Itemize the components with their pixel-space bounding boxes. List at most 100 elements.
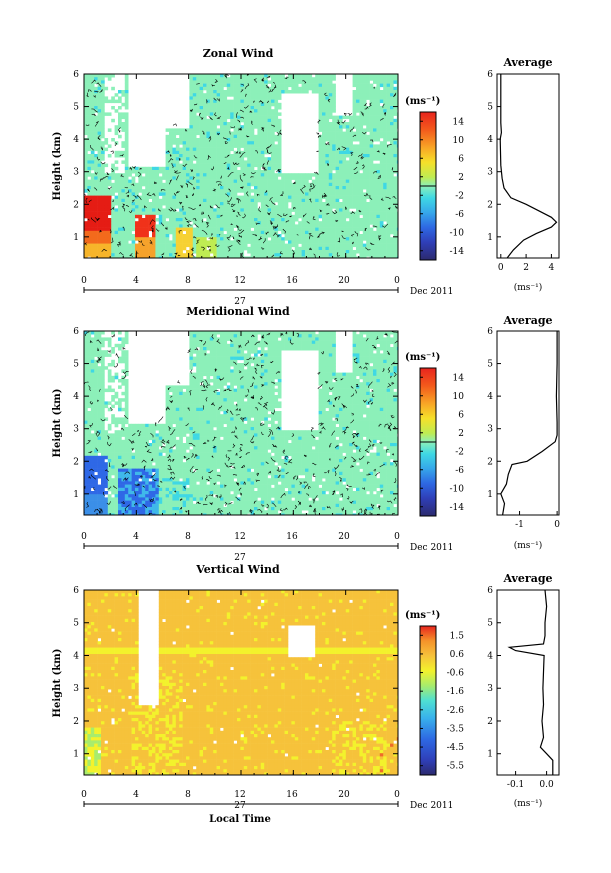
heatmap-cell [386, 182, 391, 187]
heatmap-cell [373, 150, 377, 155]
heatmap-cell [175, 138, 180, 142]
heatmap-cell [264, 173, 268, 177]
heatmap-cell [274, 166, 279, 171]
heatmap-cell [128, 195, 132, 200]
heatmap-cell [267, 234, 272, 238]
heatmap-cell [339, 150, 343, 155]
contour-line [325, 213, 330, 215]
heatmap-cell [345, 147, 350, 152]
heatmap-cell [124, 192, 129, 196]
heatmap-cell [220, 170, 224, 174]
heatmap-cell [369, 234, 374, 238]
heatmap-cell [393, 246, 398, 251]
heatmap-cell [271, 170, 275, 174]
heatmap-cell [94, 340, 98, 345]
heatmap-cell [138, 208, 143, 212]
heatmap-cell [315, 256, 319, 258]
heatmap-cell [390, 150, 394, 155]
heatmap-cell [342, 166, 347, 171]
heatmap-cell [97, 118, 102, 123]
heatmap-cell [366, 157, 370, 161]
heatmap-cell [206, 90, 211, 94]
contour-line [265, 231, 269, 235]
heatmap-cell [345, 224, 350, 228]
heatmap-cell [179, 195, 183, 200]
heatmap-cell [84, 182, 88, 187]
heatmap-cell [335, 234, 340, 238]
heatmap-cell [386, 90, 391, 94]
heatmap-cell [196, 214, 200, 219]
heatmap-cell [87, 112, 92, 116]
heatmap-cell [199, 118, 204, 123]
heatmap-cell [356, 176, 360, 180]
heatmap-cell [97, 337, 102, 341]
heatmap-cell [243, 224, 248, 228]
heatmap-cell [220, 250, 224, 254]
heatmap-cell [325, 96, 330, 100]
heatmap-cell [311, 230, 316, 235]
heatmap-cell [281, 77, 285, 81]
heatmap-cell [223, 218, 228, 222]
heatmap-cell [383, 118, 387, 123]
heatmap-cell [196, 246, 200, 251]
heatmap-cell [250, 166, 255, 171]
heatmap-cell [359, 186, 364, 190]
heatmap-cell [223, 243, 228, 248]
heatmap-cell [349, 186, 353, 190]
heatmap-cell [271, 256, 275, 258]
heatmap-cell [182, 224, 187, 228]
heatmap-cell [373, 208, 377, 212]
heatmap-cell [311, 80, 316, 84]
heatmap-cell [223, 106, 228, 110]
heatmap-cell [390, 182, 394, 187]
heatmap-cell [216, 173, 221, 177]
heatmap-cell [369, 331, 374, 335]
heatmap-cell [379, 99, 384, 104]
heatmap-cell [328, 198, 333, 203]
heatmap-cell [84, 173, 88, 177]
heatmap-cell [189, 211, 194, 216]
heatmap-cell [359, 237, 364, 241]
heatmap-cell [237, 243, 241, 248]
heatmap-cell [383, 96, 387, 100]
heatmap-cell [349, 195, 353, 200]
heatmap-cell [332, 227, 336, 232]
heatmap-cell [260, 195, 265, 200]
heatmap-cell [257, 195, 262, 200]
heatmap-cell [379, 224, 384, 228]
heatmap-cell [254, 147, 258, 152]
heatmap-cell [271, 192, 275, 196]
heatmap-cell [165, 253, 170, 257]
heatmap-cell [274, 96, 279, 100]
heatmap-cell [209, 173, 214, 177]
contour-line [300, 188, 304, 194]
heatmap-cell [390, 173, 394, 177]
heatmap-cell [359, 243, 364, 248]
heatmap-cell [311, 246, 316, 251]
heatmap-cell [121, 208, 126, 212]
heatmap-cell [379, 214, 384, 219]
heatmap-cell [199, 86, 204, 91]
heatmap-cell [230, 118, 234, 123]
heatmap-cell [186, 150, 190, 155]
heatmap-cell [284, 224, 289, 228]
heatmap-cell [240, 227, 245, 232]
heatmap-cell [390, 179, 394, 184]
heatmap-cell [104, 99, 109, 104]
heatmap-cell [179, 128, 183, 132]
contour-line [96, 82, 102, 87]
heatmap-cell [90, 141, 95, 145]
contour-line [191, 248, 194, 252]
heatmap-cell [325, 109, 330, 113]
heatmap-cell [345, 250, 350, 254]
heatmap-cell [366, 77, 370, 81]
contour-line [313, 253, 316, 258]
heatmap-cell [250, 93, 255, 97]
heatmap-cell [175, 218, 180, 222]
heatmap-cell [233, 131, 238, 136]
heatmap-cell [196, 337, 200, 341]
heatmap-cell [90, 74, 95, 78]
contour-line [370, 139, 374, 143]
heatmap-cell [118, 221, 122, 225]
heatmap-cell [199, 93, 204, 97]
